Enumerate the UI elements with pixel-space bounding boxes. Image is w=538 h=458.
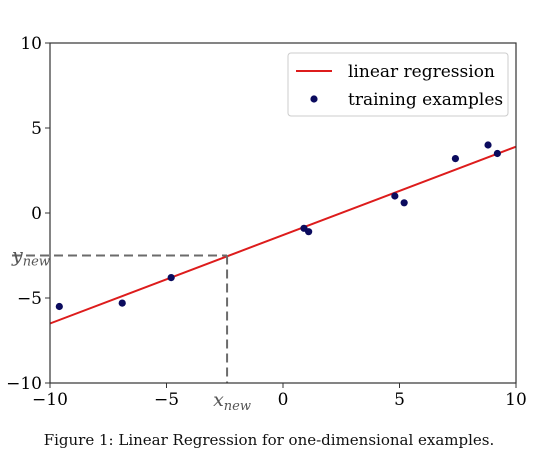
legend-box	[287, 52, 509, 117]
legend-entry-label: training examples	[348, 90, 503, 110]
x-tick-label: 5	[394, 390, 405, 410]
x-tick-label: 10	[505, 390, 527, 410]
y-tick-label: 0	[31, 204, 42, 224]
y-new-label: ynew	[11, 245, 50, 270]
figure-caption: Figure 1: Linear Regression for one-dime…	[43, 431, 495, 449]
training-example-point	[305, 228, 313, 236]
training-example-point	[400, 199, 408, 207]
y-tick-label: 5	[31, 119, 42, 139]
y-tick-label: −5	[17, 289, 42, 309]
x-new-label: xnew	[213, 389, 251, 414]
plot-frame	[49, 42, 517, 384]
chart-figure: xnew ynew −10 −5 0 5 10 −10 −5 0 5 10 linear regre…	[6, 34, 527, 415]
training-example-point	[484, 141, 492, 149]
x-tick-label: −5	[154, 390, 179, 410]
axis-ticks: −10 −5 0 5 10 −10 −5 0 5 10	[6, 34, 527, 410]
legend-point-swatch	[310, 95, 318, 103]
y-tick-label: −10	[6, 374, 42, 394]
training-example-point	[118, 299, 126, 307]
x-tick-label: 0	[278, 390, 289, 410]
y-tick-label: 10	[20, 34, 42, 54]
legend: linear regression training examples	[287, 52, 509, 117]
training-example-point	[493, 149, 501, 158]
regression-line	[49, 145, 517, 325]
training-example-point	[55, 302, 63, 311]
training-example-point	[167, 274, 175, 282]
plot-area	[49, 141, 517, 325]
training-example-point	[451, 155, 460, 163]
training-example-point	[391, 192, 399, 200]
legend-entry-label: linear regression	[348, 62, 495, 82]
x-tick-label: −10	[32, 390, 68, 410]
new-point-guides: xnew ynew	[11, 245, 251, 415]
